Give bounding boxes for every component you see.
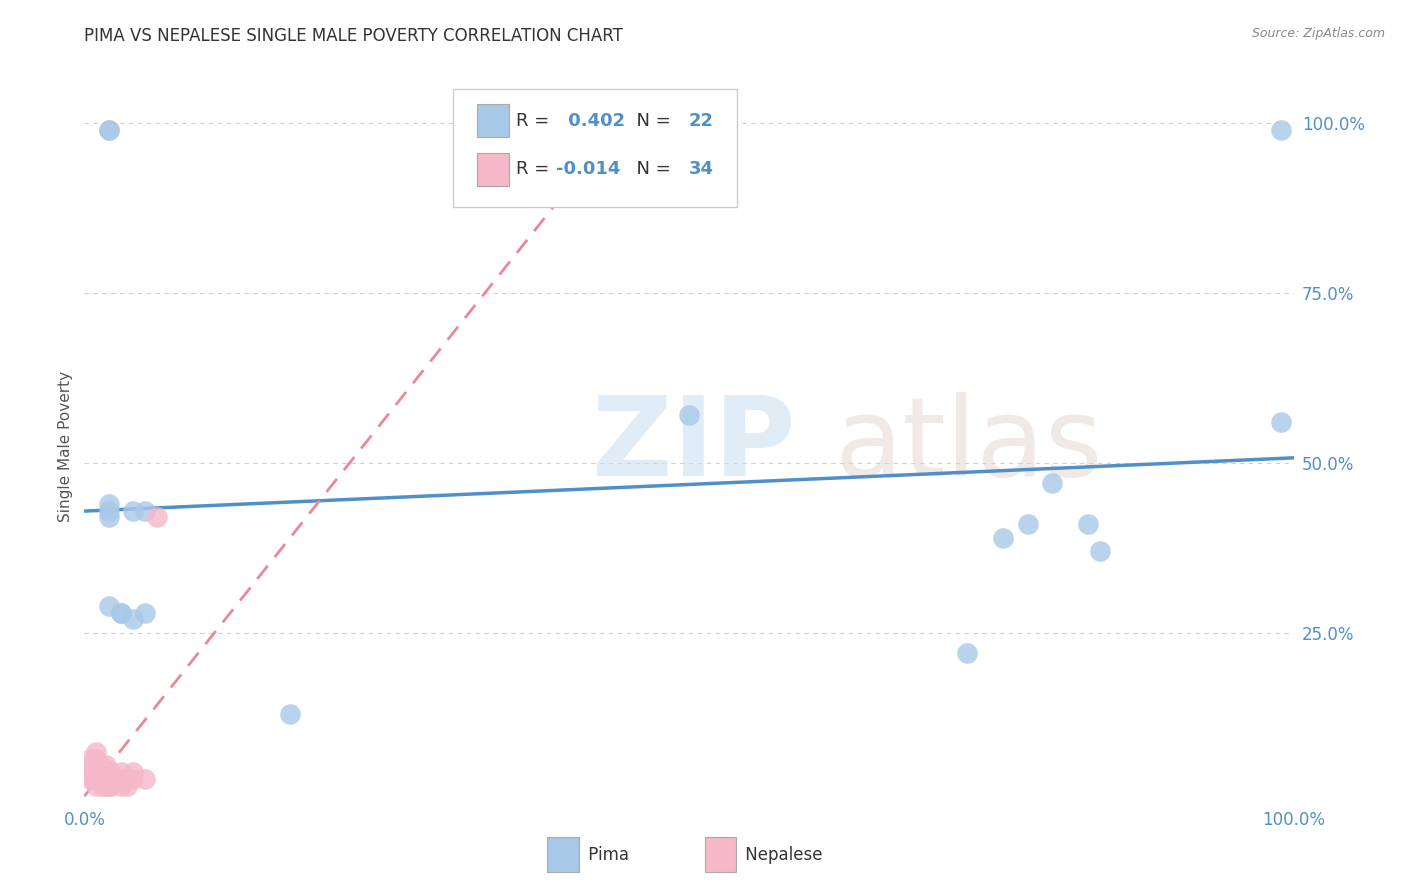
Point <box>110 779 132 793</box>
Text: ZIP: ZIP <box>592 392 796 500</box>
Text: 0.402: 0.402 <box>562 112 626 129</box>
Point <box>82 772 104 786</box>
Point <box>89 758 111 772</box>
Point <box>86 772 108 786</box>
Point <box>100 765 122 780</box>
Text: PIMA VS NEPALESE SINGLE MALE POVERTY CORRELATION CHART: PIMA VS NEPALESE SINGLE MALE POVERTY COR… <box>84 27 623 45</box>
Point <box>97 779 120 793</box>
Text: Nepalese: Nepalese <box>740 846 823 863</box>
Point <box>94 772 117 786</box>
Point <box>134 503 156 517</box>
Text: -0.014: -0.014 <box>555 161 620 178</box>
Text: Source: ZipAtlas.com: Source: ZipAtlas.com <box>1251 27 1385 40</box>
Point <box>1040 476 1063 491</box>
Text: N =: N = <box>624 112 676 129</box>
Text: R =: R = <box>516 161 555 178</box>
Point <box>79 765 101 780</box>
Point <box>94 779 117 793</box>
Point <box>278 707 301 722</box>
Point <box>134 772 156 786</box>
Point <box>94 758 117 772</box>
Point <box>121 612 143 626</box>
Text: Pima: Pima <box>582 846 628 863</box>
Y-axis label: Single Male Poverty: Single Male Poverty <box>58 370 73 522</box>
Point <box>86 765 108 780</box>
Point <box>86 779 108 793</box>
Point <box>79 758 101 772</box>
Point <box>91 772 114 786</box>
Point <box>134 606 156 620</box>
Point <box>121 772 143 786</box>
Point <box>1017 517 1039 532</box>
Point <box>97 772 120 786</box>
Point <box>110 606 132 620</box>
Text: R =: R = <box>516 112 555 129</box>
Point <box>97 503 120 517</box>
Point <box>104 772 127 786</box>
Point <box>1088 544 1111 558</box>
Point <box>678 409 700 423</box>
Point <box>146 510 169 524</box>
Point <box>97 123 120 137</box>
Point <box>1077 517 1099 532</box>
Text: atlas: atlas <box>834 392 1102 500</box>
Point <box>100 779 122 793</box>
Text: 34: 34 <box>689 161 714 178</box>
Point <box>1270 415 1292 429</box>
Point <box>121 765 143 780</box>
Point <box>110 772 132 786</box>
Point <box>115 779 138 793</box>
Point <box>956 646 979 660</box>
Point <box>97 497 120 511</box>
Point <box>86 751 108 765</box>
Point <box>110 606 132 620</box>
Point <box>91 779 114 793</box>
Point <box>79 772 101 786</box>
FancyBboxPatch shape <box>478 153 509 186</box>
Point <box>87 765 110 780</box>
Text: N =: N = <box>624 161 676 178</box>
FancyBboxPatch shape <box>704 837 737 872</box>
Point <box>97 123 120 137</box>
Point <box>97 765 120 780</box>
FancyBboxPatch shape <box>547 837 579 872</box>
Text: 22: 22 <box>689 112 714 129</box>
Point <box>86 745 108 759</box>
Point <box>86 758 108 772</box>
Point <box>79 751 101 765</box>
Point <box>97 599 120 613</box>
Point <box>83 758 105 772</box>
FancyBboxPatch shape <box>478 104 509 137</box>
FancyBboxPatch shape <box>453 89 737 207</box>
Point <box>993 531 1015 545</box>
Point <box>97 510 120 524</box>
Point <box>82 758 104 772</box>
Point <box>121 503 143 517</box>
Point <box>110 765 132 780</box>
Point <box>1270 123 1292 137</box>
